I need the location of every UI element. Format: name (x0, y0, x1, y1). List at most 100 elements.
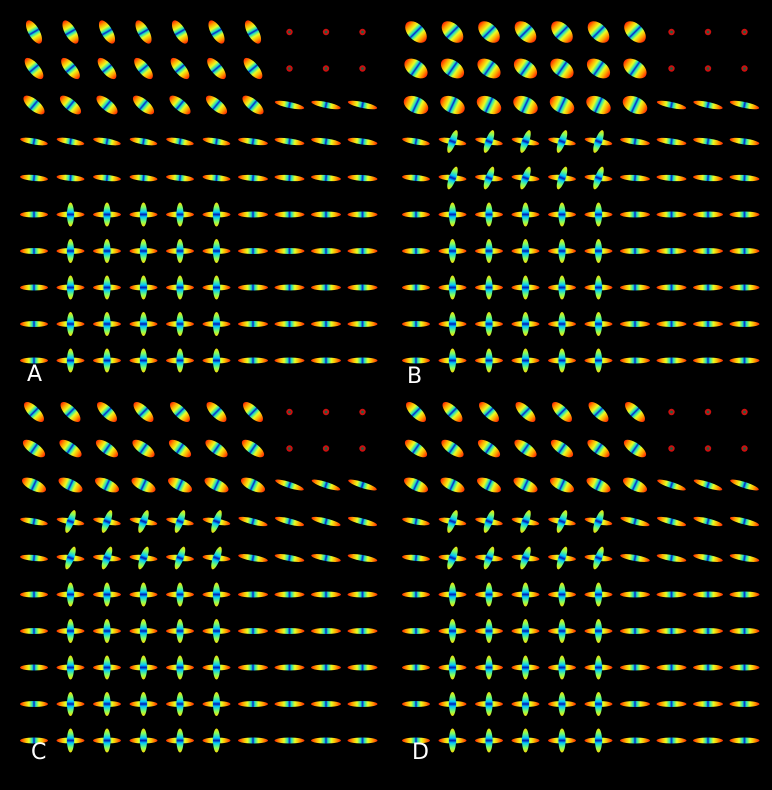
odf-glyph (24, 402, 44, 422)
odf-glyph (56, 312, 85, 336)
odf-glyph-lobe (558, 619, 566, 643)
odf-glyph-lobe (204, 477, 229, 493)
odf-glyph (511, 655, 540, 680)
odf-glyph-lobe (730, 479, 759, 491)
odf-glyph (20, 628, 48, 634)
odf-glyph-lobe (441, 439, 464, 458)
odf-glyph-lobe (20, 357, 48, 364)
odf-glyph (515, 402, 536, 422)
odf-glyph (311, 737, 341, 744)
odf-glyph-lobe (274, 174, 305, 182)
odf-glyph-lobe (103, 312, 111, 336)
odf-glyph-lobe (404, 439, 428, 458)
odf-glyph-lobe (402, 664, 430, 671)
odf-glyph-lobe (176, 728, 184, 753)
odf-glyph (244, 20, 262, 44)
odf-glyph-lobe (238, 516, 268, 527)
odf-glyph (693, 100, 723, 110)
odf-glyph-lobe (274, 211, 305, 218)
odf-glyph (166, 546, 194, 570)
odf-glyph (166, 619, 194, 643)
odf-glyph-lobe (403, 477, 429, 493)
odf-glyph (238, 211, 268, 218)
odf-glyph (56, 275, 85, 300)
odf-glyph (620, 248, 650, 254)
odf-glyph (311, 516, 341, 527)
odf-glyph-lobe (347, 664, 378, 671)
odf-glyph (514, 439, 537, 458)
odf-glyph-lobe (311, 554, 341, 562)
odf-glyph (668, 408, 675, 416)
odf-glyph-lobe (347, 174, 378, 182)
odf-glyph-lobe (402, 357, 430, 364)
odf-glyph-lobe (520, 166, 531, 190)
odf-glyph (168, 439, 192, 458)
odf-glyph (656, 737, 687, 744)
odf-glyph-dot (324, 67, 328, 70)
odf-glyph (438, 510, 467, 533)
odf-glyph (511, 202, 540, 227)
odf-glyph-lobe (522, 655, 529, 680)
odf-glyph (438, 202, 467, 227)
odf-glyph-lobe (132, 95, 155, 115)
odf-glyph (623, 439, 647, 458)
odf-glyph-dot (361, 447, 364, 450)
odf-glyph-lobe (311, 137, 341, 146)
odf-glyph (238, 284, 268, 291)
odf-glyph (620, 701, 650, 707)
odf-glyph (477, 58, 501, 79)
odf-glyph-lobe (311, 248, 341, 254)
odf-glyph-lobe (485, 655, 493, 680)
odf-glyph (93, 546, 121, 570)
odf-glyph-lobe (693, 664, 723, 671)
odf-glyph-lobe (595, 202, 602, 227)
odf-glyph (475, 202, 503, 227)
odf-glyph-lobe (551, 21, 573, 43)
odf-glyph-lobe (729, 628, 760, 634)
odf-glyph (657, 479, 686, 491)
odf-glyph-lobe (485, 239, 493, 263)
odf-glyph (403, 477, 429, 493)
odf-glyph-lobe (477, 439, 501, 458)
odf-glyph (511, 510, 540, 533)
odf-glyph-lobe (483, 166, 495, 190)
odf-glyph-lobe (485, 582, 493, 607)
odf-glyph (620, 174, 650, 182)
odf-glyph-lobe (447, 130, 458, 153)
odf-glyph-lobe (20, 211, 48, 218)
odf-glyph-lobe (23, 95, 45, 115)
odf-glyph (61, 57, 80, 80)
odf-glyph-dot (288, 410, 291, 414)
odf-glyph (93, 728, 121, 753)
odf-glyph-lobe (442, 402, 463, 422)
odf-glyph-lobe (476, 95, 502, 115)
odf-glyph (202, 239, 231, 263)
odf-glyph-lobe (405, 21, 427, 43)
odf-glyph (56, 582, 85, 607)
odf-glyph (202, 348, 231, 373)
odf-glyph (347, 284, 378, 291)
odf-glyph-lobe (440, 477, 465, 493)
odf-glyph-lobe (522, 692, 529, 716)
odf-glyph-lobe (729, 357, 760, 364)
odf-glyph-lobe (729, 248, 760, 254)
odf-glyph-lobe (440, 58, 465, 79)
odf-glyph-lobe (402, 737, 430, 744)
odf-glyph (359, 65, 366, 72)
odf-glyph (584, 655, 613, 680)
odf-glyph (405, 21, 427, 43)
odf-glyph (311, 248, 341, 254)
odf-glyph (322, 65, 330, 72)
odf-glyph-lobe (556, 130, 568, 153)
odf-glyph (359, 408, 366, 416)
odf-glyph-lobe (176, 348, 184, 373)
odf-glyph (207, 57, 226, 80)
odf-glyph-lobe (550, 439, 574, 458)
odf-glyph-lobe (522, 312, 529, 336)
odf-glyph-lobe (176, 239, 184, 263)
odf-glyph-lobe (620, 174, 650, 182)
odf-glyph-lobe (274, 248, 305, 254)
odf-glyph (693, 211, 723, 218)
odf-glyph (132, 439, 155, 458)
odf-glyph-lobe (693, 321, 723, 327)
